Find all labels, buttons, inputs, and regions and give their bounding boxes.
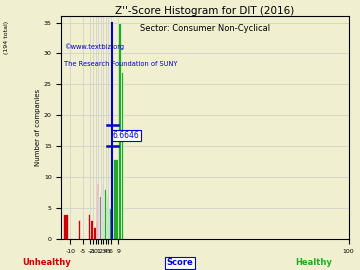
Bar [98,196,99,239]
Bar [118,22,121,239]
Text: 6.6646: 6.6646 [113,131,140,140]
Bar [103,220,104,239]
Text: ©www.textbiz.org: ©www.textbiz.org [64,43,124,50]
Bar [113,158,118,239]
Bar [88,214,90,239]
Text: Unhealthy: Unhealthy [22,258,71,267]
Bar [108,208,109,239]
Bar [99,196,100,239]
Title: Z''-Score Histogram for DIT (2016): Z''-Score Histogram for DIT (2016) [115,6,294,16]
Text: Healthy: Healthy [295,258,332,267]
Bar [93,227,95,239]
Bar [109,208,111,239]
Bar [95,220,97,239]
Text: The Research Foundation of SUNY: The Research Foundation of SUNY [64,61,178,67]
Bar [102,196,103,239]
Bar [90,220,93,239]
Text: Score: Score [167,258,193,267]
Bar [97,183,98,239]
Bar [63,214,68,239]
Bar [78,220,80,239]
Text: (194 total): (194 total) [4,21,9,54]
Bar [107,220,108,239]
Text: Sector: Consumer Non-Cyclical: Sector: Consumer Non-Cyclical [140,24,270,33]
Bar [121,72,123,239]
Bar [105,196,107,239]
Bar [104,190,105,239]
Y-axis label: Number of companies: Number of companies [35,89,41,166]
Bar [100,183,102,239]
Bar [111,220,113,239]
